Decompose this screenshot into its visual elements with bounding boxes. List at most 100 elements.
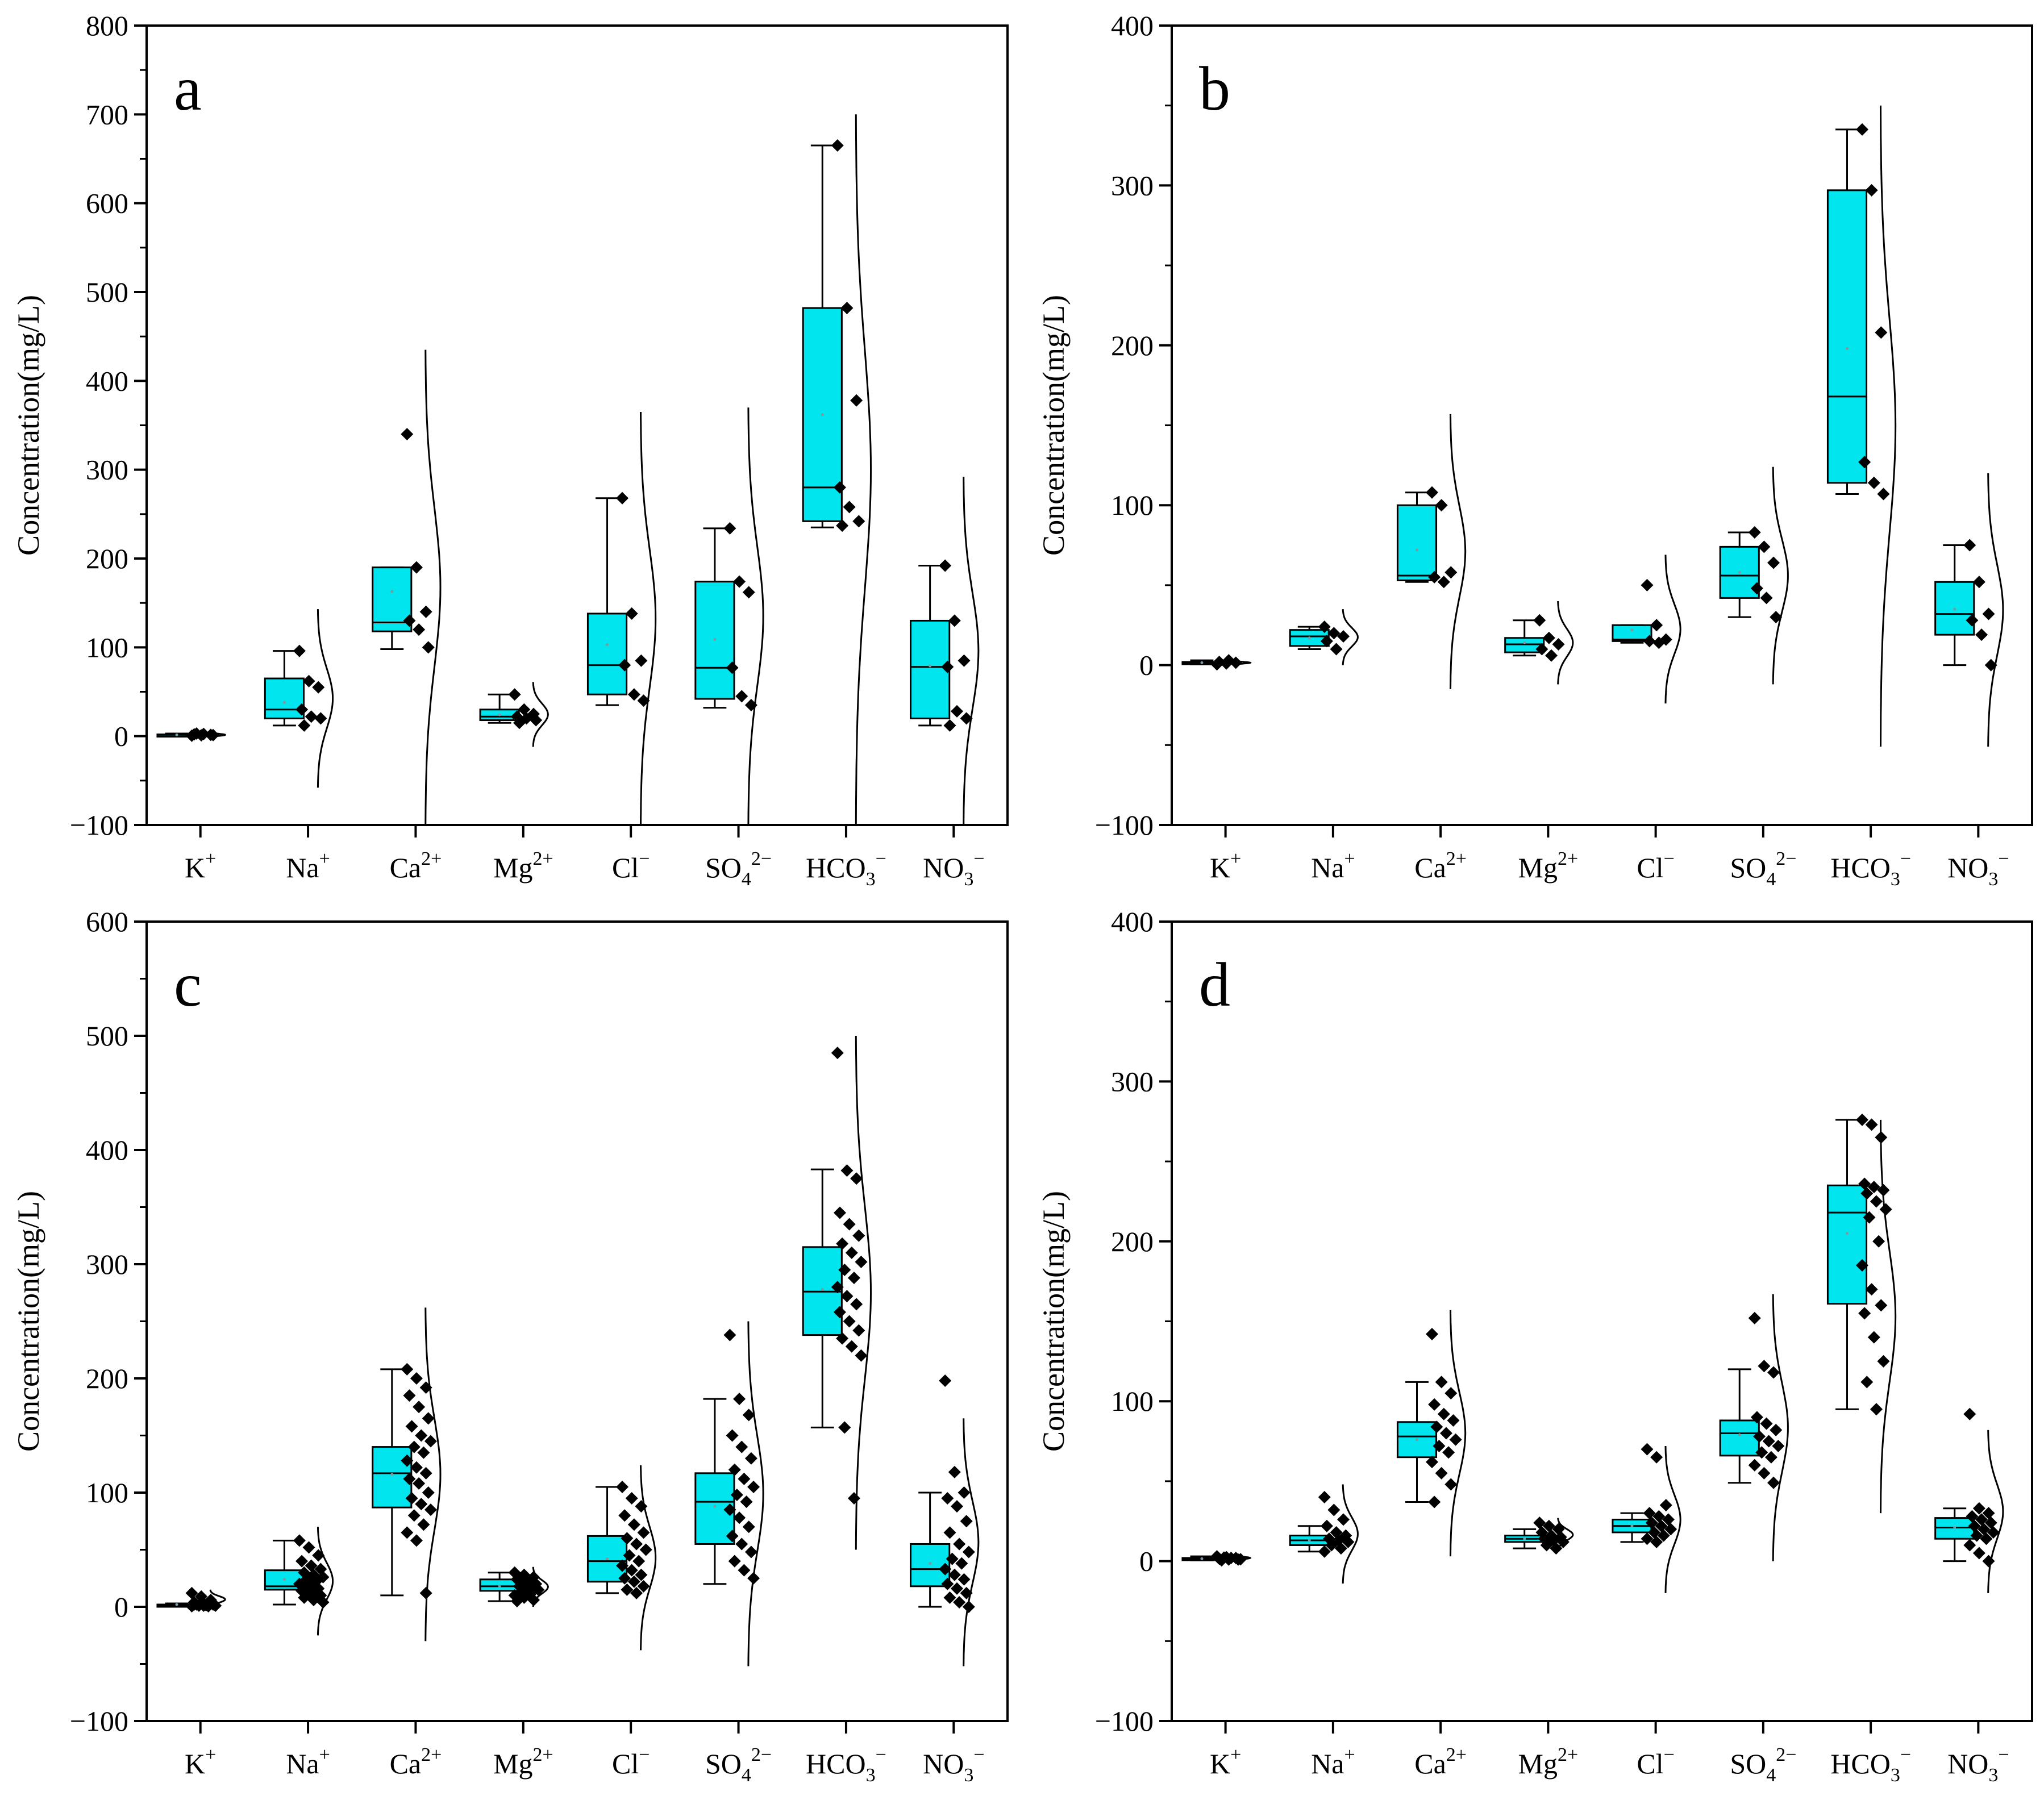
mean-marker [1523,641,1526,644]
data-point [850,1298,863,1311]
data-point [1652,1510,1666,1523]
data-point [302,1541,315,1554]
data-point [635,1500,648,1513]
data-point [401,1526,414,1539]
box-group [1719,466,1789,685]
data-point [1972,576,1985,589]
y-tick-label: 700 [86,98,128,130]
data-point [1863,1211,1876,1224]
box-group [1181,1550,1252,1567]
mean-marker [713,638,717,641]
data-point [1963,1539,1976,1552]
data-point [1428,570,1441,584]
data-point [1444,1387,1458,1400]
mean-marker [1630,628,1634,632]
data-point [618,659,631,672]
data-point [401,428,414,441]
data-point [403,1389,416,1402]
data-point [1650,1535,1663,1548]
data-point [833,481,846,494]
mean-marker [1308,636,1311,640]
data-point [616,491,629,505]
x-category-label: Cl− [612,848,650,884]
data-point [1963,539,1976,552]
distribution-curve [640,1465,657,1651]
data-point [1984,1516,1997,1530]
box-group [1396,1310,1467,1557]
y-tick-label: 800 [86,10,128,41]
data-point [1643,635,1656,648]
data-point [422,641,435,654]
box-group [1826,1113,1897,1514]
mean-marker [1845,347,1849,350]
data-point [1762,1435,1775,1448]
x-category-label: K+ [1210,1744,1241,1780]
box-group [264,1527,334,1636]
data-point [1870,1195,1883,1208]
data-point [953,1595,966,1609]
data-point [855,1255,868,1268]
data-point [1650,1451,1663,1464]
data-point [847,1272,860,1285]
data-point [962,1601,975,1613]
data-point [1641,1443,1654,1456]
data-point [417,1446,430,1459]
data-point [295,1555,309,1568]
data-point [1217,1551,1230,1564]
data-point [1879,1203,1892,1216]
box-group [372,1307,442,1641]
data-point [317,1595,330,1609]
data-point [1337,1513,1350,1526]
distribution-curve [855,114,872,826]
data-point [424,1503,437,1516]
x-category-label: SO42− [705,1744,772,1786]
data-point [1755,1446,1768,1459]
data-point [744,698,757,711]
data-point [1978,1523,1991,1536]
y-tick-label: 100 [86,1477,128,1509]
data-point [625,607,638,620]
data-point [836,1237,849,1250]
data-point [207,728,220,741]
data-point [190,727,203,740]
data-point [618,1572,631,1585]
y-axis-label: Concentration(mg/L) [1036,1191,1071,1452]
mean-marker [175,733,178,736]
box-group [1612,555,1681,704]
mean-marker [929,1562,932,1565]
data-point [1875,1131,1888,1144]
y-tick-label: 0 [1139,649,1154,681]
mean-marker [1415,548,1418,552]
data-point [1439,1427,1452,1440]
distribution-curve [1342,609,1359,665]
x-category-label: HCO3− [806,848,886,890]
data-point [723,1503,736,1516]
data-point [1318,1545,1331,1558]
distribution-curve [1880,105,1897,747]
data-point [735,1440,748,1453]
data-point [1222,654,1235,667]
box-group [1181,654,1252,671]
data-point [738,1564,751,1577]
x-category-label: Na+ [286,1744,330,1780]
data-point [424,1435,437,1448]
x-category-label: Mg2+ [493,848,553,884]
data-point [1334,1542,1347,1555]
data-point [1858,1307,1871,1320]
distribution-curve [963,477,980,826]
distribution-curve [317,609,334,788]
data-point [616,1480,629,1493]
data-point [1750,582,1763,595]
y-axis-label: Concentration(mg/L) [11,295,45,556]
y-tick-label: 500 [86,276,128,308]
y-tick-label: 300 [86,1248,128,1280]
data-point [630,1538,643,1551]
data-point [1318,620,1331,634]
data-point [307,1593,320,1606]
data-point [1428,1495,1441,1509]
distribution-curve [747,1321,764,1666]
data-point [637,1526,650,1539]
y-tick-label: 400 [86,365,128,397]
data-point [1647,1526,1660,1539]
mean-marker [1200,661,1204,664]
